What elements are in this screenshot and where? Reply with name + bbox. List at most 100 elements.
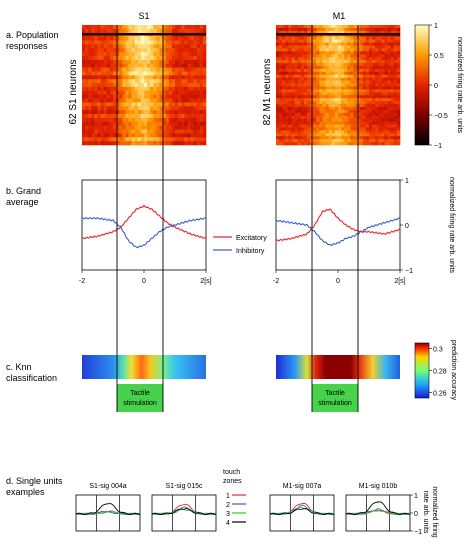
heatmap-cell bbox=[316, 54, 320, 58]
heatmap-cell bbox=[282, 118, 286, 122]
heatmap-cell bbox=[190, 52, 194, 57]
heatmap-cell bbox=[159, 102, 163, 107]
heatmap-cell bbox=[94, 25, 98, 30]
heatmap-cell bbox=[353, 71, 357, 76]
heatmap-cell bbox=[300, 101, 305, 105]
heatmap-cell bbox=[384, 30, 388, 35]
heatmap-cell bbox=[97, 75, 101, 80]
heatmap-cell bbox=[282, 60, 286, 64]
heatmap-cell bbox=[168, 106, 173, 111]
heatmap-cell bbox=[199, 125, 204, 130]
heatmap-cell bbox=[122, 86, 126, 92]
heatmap-cell bbox=[125, 25, 129, 30]
heatmap-cell bbox=[344, 51, 348, 55]
heatmap-cell bbox=[316, 45, 320, 49]
heatmap-cell bbox=[297, 57, 302, 61]
heatmap-cell bbox=[181, 52, 185, 57]
heatmap-cell bbox=[396, 104, 401, 108]
grand-average-s1-frame bbox=[81, 179, 207, 271]
heatmap-cell bbox=[375, 39, 379, 43]
heatmap-cell bbox=[334, 86, 339, 90]
heatmap-cell bbox=[285, 89, 289, 93]
heatmap-cell bbox=[91, 83, 95, 88]
heatmap-cell bbox=[279, 45, 283, 49]
heatmap-cell bbox=[297, 106, 302, 111]
heatmap-cell bbox=[181, 25, 185, 30]
heatmap-cell bbox=[288, 65, 292, 70]
heatmap-cell bbox=[276, 106, 280, 111]
heatmap-cell bbox=[190, 40, 194, 45]
heatmap-cell bbox=[125, 98, 129, 103]
heatmap-cell bbox=[196, 83, 201, 88]
heatmap-cell bbox=[396, 109, 401, 114]
heatmap-cell bbox=[384, 142, 388, 146]
heatmap-cell bbox=[313, 130, 317, 134]
heatmap-cell bbox=[196, 52, 201, 57]
heatmap-cell bbox=[150, 141, 154, 146]
panel-title-m1: M1 bbox=[333, 11, 346, 21]
heatmap-cell bbox=[294, 36, 298, 40]
heatmap-cell bbox=[331, 27, 336, 32]
heatmap-cell bbox=[187, 52, 191, 57]
heatmap-cell bbox=[369, 101, 373, 105]
heatmap-cell bbox=[307, 115, 311, 119]
heatmap-cell bbox=[91, 40, 95, 45]
heatmap-cell bbox=[181, 102, 185, 107]
heatmap-cell bbox=[359, 54, 364, 58]
heatmap-cell bbox=[137, 125, 142, 130]
heatmap-cell bbox=[97, 117, 101, 123]
heatmap-cell bbox=[137, 71, 142, 76]
heatmap-cell bbox=[187, 40, 191, 45]
heatmap-cell bbox=[319, 74, 323, 78]
heatmap-cell bbox=[147, 67, 151, 72]
heatmap-cell bbox=[322, 127, 326, 131]
heatmap-cell bbox=[150, 36, 154, 41]
heatmap-cell bbox=[372, 83, 376, 87]
heatmap-cell bbox=[165, 90, 170, 95]
heatmap-cell bbox=[294, 92, 298, 96]
heatmap-cell bbox=[285, 80, 289, 84]
heatmap-cell bbox=[279, 133, 283, 137]
heatmap-cell bbox=[359, 36, 364, 40]
heatmap-cell bbox=[393, 101, 398, 105]
heatmap-cell bbox=[291, 136, 295, 140]
heatmap-cell bbox=[300, 118, 305, 122]
heatmap-cell bbox=[282, 30, 286, 35]
heatmap-cell bbox=[294, 30, 298, 35]
heatmap-cell bbox=[316, 115, 320, 119]
heatmap-cell bbox=[91, 98, 95, 103]
colorbar-firing-rate-label: normalized firing rate arb. units bbox=[456, 37, 463, 134]
heatmap-cell bbox=[322, 124, 326, 128]
heatmap-cell bbox=[147, 110, 151, 115]
heatmap-cell bbox=[125, 133, 129, 138]
heatmap-cell bbox=[344, 54, 348, 58]
heatmap-cell bbox=[294, 77, 298, 81]
heatmap-cell bbox=[202, 102, 207, 107]
y-tick-label: 0 bbox=[414, 511, 418, 518]
heatmap-cell bbox=[134, 133, 139, 138]
heatmap-cell bbox=[325, 106, 329, 111]
heatmap-cell bbox=[125, 44, 129, 49]
heatmap-cell bbox=[144, 48, 148, 53]
heatmap-cell bbox=[393, 65, 398, 70]
heatmap-cell bbox=[316, 63, 320, 67]
heatmap-cell bbox=[319, 77, 323, 81]
heatmap-cell bbox=[338, 109, 342, 114]
heatmap-cell bbox=[322, 130, 326, 134]
heatmap-cell bbox=[387, 51, 391, 55]
heatmap-cell bbox=[288, 139, 292, 143]
heatmap-cell bbox=[307, 51, 311, 55]
colorbar-tick-label: 0.5 bbox=[434, 53, 444, 60]
heatmap-cell bbox=[341, 65, 345, 70]
heatmap-cell bbox=[307, 104, 311, 108]
heatmap-cell bbox=[365, 106, 370, 111]
heatmap-cell bbox=[199, 28, 204, 34]
heatmap-cell bbox=[313, 121, 317, 125]
heatmap-cell bbox=[122, 94, 126, 99]
heatmap-cell bbox=[190, 94, 194, 99]
heatmap-cell bbox=[285, 106, 289, 111]
heatmap-cell bbox=[341, 106, 345, 111]
heatmap-cell bbox=[202, 28, 207, 34]
heatmap-cell bbox=[378, 139, 382, 143]
heatmap-cell bbox=[291, 77, 295, 81]
